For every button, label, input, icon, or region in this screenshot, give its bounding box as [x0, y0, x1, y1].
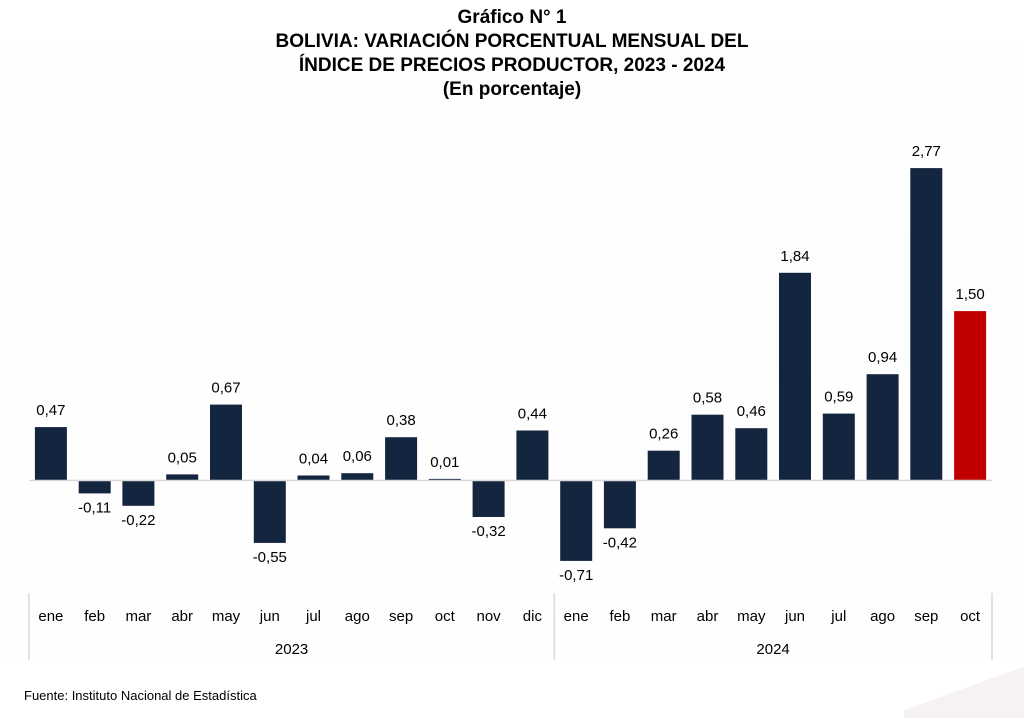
value-label-0: 0,47	[36, 402, 65, 419]
category-label-8: sep	[389, 608, 413, 625]
value-label-5: -0,55	[253, 549, 287, 566]
value-label-13: -0,42	[603, 534, 637, 551]
value-label-12: -0,71	[559, 567, 593, 584]
value-label-2: -0,22	[121, 512, 155, 529]
category-label-6: jul	[305, 608, 321, 625]
bar-7	[341, 473, 374, 480]
bar-1	[78, 481, 111, 494]
chart-title-block: Gráfico N° 1 BOLIVIA: VARIACIÓN PORCENTU…	[0, 6, 1024, 102]
year-label-2024: 2024	[756, 641, 789, 658]
value-label-14: 0,26	[649, 426, 678, 443]
value-label-9: 0,01	[430, 454, 459, 471]
value-label-4: 0,67	[211, 380, 240, 397]
value-label-3: 0,05	[168, 449, 197, 466]
category-label-4: may	[212, 608, 241, 625]
category-label-2: mar	[125, 608, 151, 625]
category-labels-group: ene feb mar abr may jun jul ago sep oct nov dic ene f…	[38, 608, 981, 625]
category-label-20: sep	[914, 608, 938, 625]
value-label-7: 0,06	[343, 448, 372, 465]
value-label-6: 0,04	[299, 451, 328, 468]
value-label-11: 0,44	[518, 406, 547, 423]
category-label-7: ago	[345, 608, 370, 625]
bar-9	[428, 478, 461, 480]
year-label-2023: 2023	[275, 641, 308, 658]
chart-title-line-1: BOLIVIA: VARIACIÓN PORCENTUAL MENSUAL DE…	[275, 31, 749, 52]
bar-0	[34, 427, 67, 480]
value-label-18: 0,59	[824, 389, 853, 406]
bar-5	[253, 481, 286, 543]
category-label-16: may	[737, 608, 766, 625]
category-label-12: ene	[564, 608, 589, 625]
category-label-3: abr	[171, 608, 193, 625]
bar-6	[297, 475, 330, 480]
year-labels-group: 2023 2024	[275, 641, 790, 658]
category-label-0: ene	[38, 608, 63, 625]
category-label-10: nov	[477, 608, 502, 625]
bar-11	[516, 430, 549, 480]
value-labels-group: 0,47 -0,11 -0,22 0,05 0,67 -0,55 0,04 0,06 0,38 0…	[36, 143, 984, 584]
bar-15	[691, 414, 724, 480]
value-label-20: 2,77	[912, 143, 941, 160]
value-label-21: 1,50	[955, 286, 984, 303]
category-label-19: ago	[870, 608, 895, 625]
value-label-19: 0,94	[868, 349, 897, 366]
chart-title-line-2: ÍNDICE DE PRECIOS PRODUCTOR, 2023 - 2024	[298, 55, 726, 76]
category-label-17: jun	[784, 608, 805, 625]
bar-17	[779, 272, 811, 480]
chart-number: Gráfico N° 1	[457, 7, 567, 28]
bar-2	[122, 481, 155, 506]
category-label-13: feb	[609, 608, 630, 625]
category-label-14: mar	[651, 608, 677, 625]
bar-19	[866, 374, 899, 480]
value-label-1: -0,11	[78, 499, 111, 516]
value-label-10: -0,32	[471, 523, 505, 540]
bars-group	[34, 168, 987, 561]
category-label-1: feb	[84, 608, 105, 625]
corner-decoration	[904, 658, 1024, 718]
bar-8	[385, 437, 418, 480]
value-label-8: 0,38	[386, 412, 415, 429]
value-label-16: 0,46	[737, 403, 766, 420]
value-label-15: 0,58	[693, 390, 722, 407]
category-label-21: oct	[960, 608, 981, 625]
bar-13	[603, 481, 636, 529]
bar-20	[910, 168, 943, 480]
source-note: Fuente: Instituto Nacional de Estadístic…	[24, 688, 257, 703]
category-label-11: dic	[523, 608, 543, 625]
bar-14	[647, 450, 680, 480]
value-label-17: 1,84	[780, 248, 809, 265]
bar-12	[560, 481, 593, 561]
category-label-15: abr	[697, 608, 719, 625]
category-label-5: jun	[259, 608, 280, 625]
chart-subtitle: (En porcentaje)	[442, 79, 582, 100]
bar-18	[822, 413, 855, 480]
bar-16	[735, 428, 768, 480]
bar-21	[954, 311, 987, 480]
category-label-18: jul	[830, 608, 846, 625]
bar-4	[210, 404, 242, 480]
category-axis	[28, 593, 993, 660]
bar-3	[166, 474, 199, 480]
bar-10	[472, 481, 505, 517]
category-label-9: oct	[435, 608, 456, 625]
